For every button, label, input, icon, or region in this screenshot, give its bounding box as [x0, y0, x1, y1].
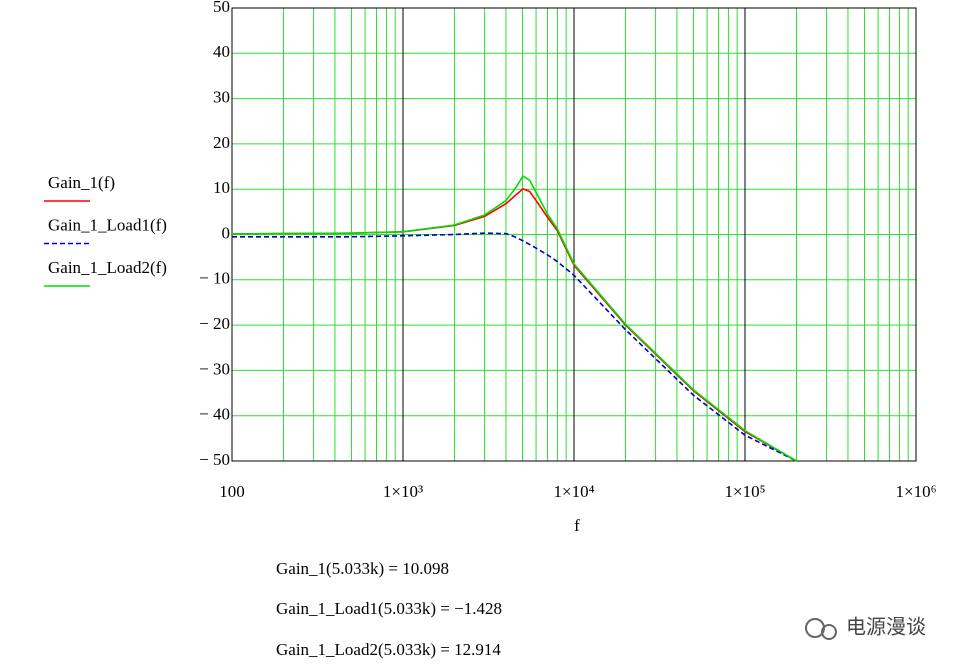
annotation: Gain_1(5.033k) = 10.098: [276, 559, 449, 578]
y-tick-label: 30: [213, 88, 230, 107]
y-tick-label: 40: [213, 42, 230, 61]
y-tick-label: − 30: [199, 359, 230, 378]
annotation: Gain_1_Load2(5.033k) = 12.914: [276, 640, 501, 659]
series-line: [231, 174, 797, 462]
y-tick-label: − 40: [199, 405, 230, 424]
y-tick-label: 10: [213, 178, 230, 197]
y-tick-label: 50: [213, 0, 230, 16]
y-tick-label: − 50: [199, 450, 230, 469]
x-tick-label: 100: [219, 482, 245, 501]
x-tick-label: 1×10⁶: [895, 482, 936, 501]
y-tick-label: 0: [222, 223, 231, 242]
watermark: 电源漫谈: [846, 615, 926, 639]
y-tick-label: − 20: [199, 314, 230, 333]
y-tick-label: − 10: [199, 269, 230, 288]
legend-label: Gain_1_Load1(f): [48, 215, 167, 234]
legend-label: Gain_1(f): [48, 173, 115, 192]
series-line: [232, 232, 797, 462]
x-tick-label: 1×10⁴: [553, 482, 594, 501]
y-tick-label: 20: [213, 133, 230, 152]
legend-label: Gain_1_Load2(f): [48, 258, 167, 277]
x-tick-label: 1×10⁵: [724, 482, 765, 501]
watermark-icon: [805, 618, 837, 640]
x-tick-label: 1×10³: [383, 482, 423, 501]
plot-frame: [231, 7, 917, 462]
x-axis-label: f: [574, 516, 580, 535]
annotation: Gain_1_Load1(5.033k) = −1.428: [276, 599, 502, 618]
